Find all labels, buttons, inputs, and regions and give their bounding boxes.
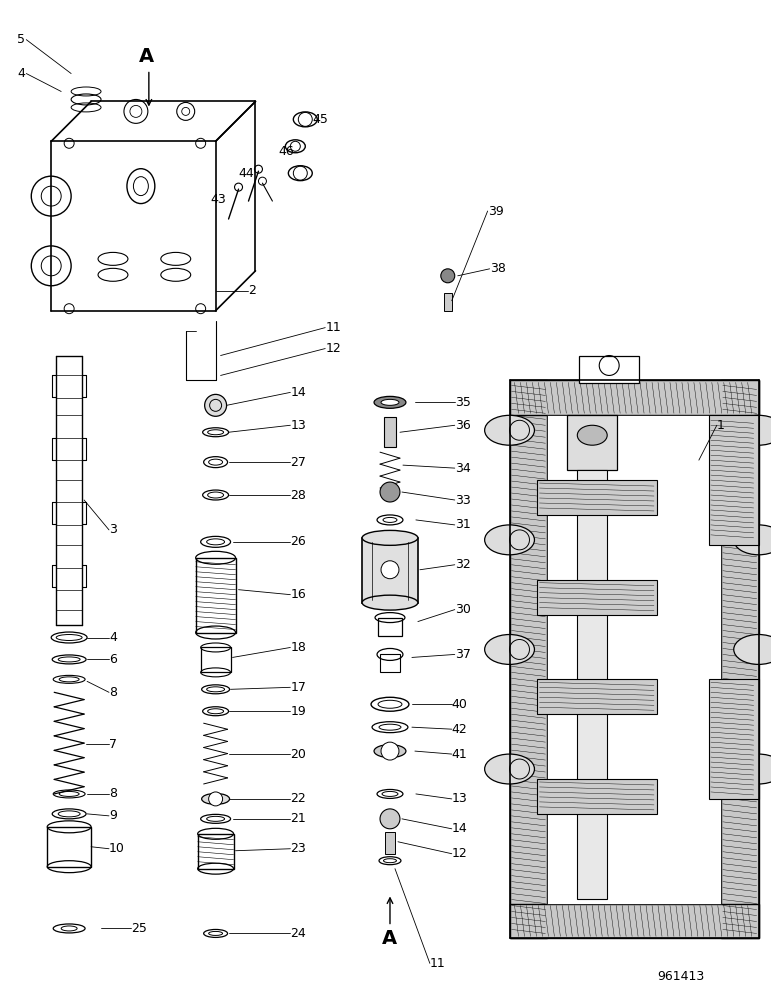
Circle shape <box>205 394 226 416</box>
Bar <box>537 580 657 615</box>
Circle shape <box>441 269 455 283</box>
Ellipse shape <box>485 415 534 445</box>
Bar <box>510 904 759 938</box>
Text: 24: 24 <box>290 927 306 940</box>
Bar <box>385 832 395 854</box>
Text: 30: 30 <box>455 603 471 616</box>
Bar <box>378 618 402 636</box>
Text: 44: 44 <box>239 167 254 180</box>
Bar <box>362 538 418 603</box>
Text: 42: 42 <box>452 723 468 736</box>
Bar <box>547 415 721 904</box>
Bar <box>201 647 231 672</box>
Ellipse shape <box>362 530 418 545</box>
Ellipse shape <box>201 793 229 804</box>
Text: A: A <box>382 929 397 948</box>
Text: 46: 46 <box>279 145 294 158</box>
Ellipse shape <box>374 745 406 758</box>
Text: 13: 13 <box>452 792 468 805</box>
Text: 19: 19 <box>290 705 306 718</box>
Ellipse shape <box>362 595 418 610</box>
Text: 1: 1 <box>717 419 725 432</box>
Text: 11: 11 <box>325 321 341 334</box>
Text: 14: 14 <box>290 386 306 399</box>
Text: 36: 36 <box>455 419 470 432</box>
Text: 45: 45 <box>312 113 328 126</box>
Text: 4: 4 <box>17 67 25 80</box>
Bar <box>537 679 657 714</box>
Text: 961413: 961413 <box>657 970 704 983</box>
Ellipse shape <box>485 754 534 784</box>
Text: 38: 38 <box>489 262 506 275</box>
Text: 33: 33 <box>455 493 470 506</box>
Text: 14: 14 <box>452 822 468 835</box>
Text: 5: 5 <box>17 33 25 46</box>
Ellipse shape <box>733 415 772 445</box>
Text: 17: 17 <box>290 681 306 694</box>
Bar <box>510 380 547 938</box>
Text: 16: 16 <box>290 588 306 601</box>
Text: 8: 8 <box>109 686 117 699</box>
Text: 20: 20 <box>290 748 306 761</box>
Text: 11: 11 <box>430 957 445 970</box>
Bar <box>709 679 759 799</box>
Text: 39: 39 <box>488 205 503 218</box>
Text: 23: 23 <box>290 842 306 855</box>
Text: A: A <box>139 47 154 66</box>
Bar <box>709 415 759 545</box>
Text: 8: 8 <box>109 787 117 800</box>
Circle shape <box>208 792 222 806</box>
Text: 6: 6 <box>109 653 117 666</box>
Text: 18: 18 <box>290 641 306 654</box>
Text: 2: 2 <box>249 284 256 297</box>
Text: 25: 25 <box>131 922 147 935</box>
Bar <box>384 417 396 447</box>
Ellipse shape <box>577 425 608 445</box>
Ellipse shape <box>733 525 772 555</box>
Bar <box>567 415 617 470</box>
Bar <box>537 480 657 515</box>
Text: 41: 41 <box>452 748 468 761</box>
Text: 37: 37 <box>455 648 471 661</box>
Bar <box>537 779 657 814</box>
Text: 21: 21 <box>290 812 306 825</box>
Ellipse shape <box>381 399 399 405</box>
Bar <box>510 380 759 415</box>
Ellipse shape <box>485 635 534 664</box>
Bar <box>380 654 400 672</box>
Ellipse shape <box>374 396 406 408</box>
Text: 4: 4 <box>109 631 117 644</box>
Bar <box>444 293 452 311</box>
Text: 40: 40 <box>452 698 468 711</box>
Text: 22: 22 <box>290 792 306 805</box>
Text: 13: 13 <box>290 419 306 432</box>
Bar <box>579 356 639 383</box>
Text: 43: 43 <box>211 193 226 206</box>
Circle shape <box>381 561 399 579</box>
Ellipse shape <box>485 525 534 555</box>
Bar <box>198 834 234 869</box>
Text: 7: 7 <box>109 738 117 751</box>
Text: 31: 31 <box>455 518 470 531</box>
Text: 27: 27 <box>290 456 306 469</box>
Circle shape <box>381 742 399 760</box>
Text: 10: 10 <box>109 842 125 855</box>
Text: 34: 34 <box>455 462 470 475</box>
Circle shape <box>380 809 400 829</box>
Bar <box>577 470 608 899</box>
Text: 9: 9 <box>109 809 117 822</box>
Text: 32: 32 <box>455 558 470 571</box>
Text: 35: 35 <box>455 396 471 409</box>
Text: 12: 12 <box>452 847 468 860</box>
Text: 3: 3 <box>109 523 117 536</box>
Text: 26: 26 <box>290 535 306 548</box>
Circle shape <box>380 482 400 502</box>
Text: 12: 12 <box>325 342 341 355</box>
Bar <box>195 558 235 633</box>
Ellipse shape <box>733 635 772 664</box>
Bar <box>721 380 759 938</box>
Text: 28: 28 <box>290 489 306 502</box>
Ellipse shape <box>733 754 772 784</box>
Bar <box>47 827 91 867</box>
